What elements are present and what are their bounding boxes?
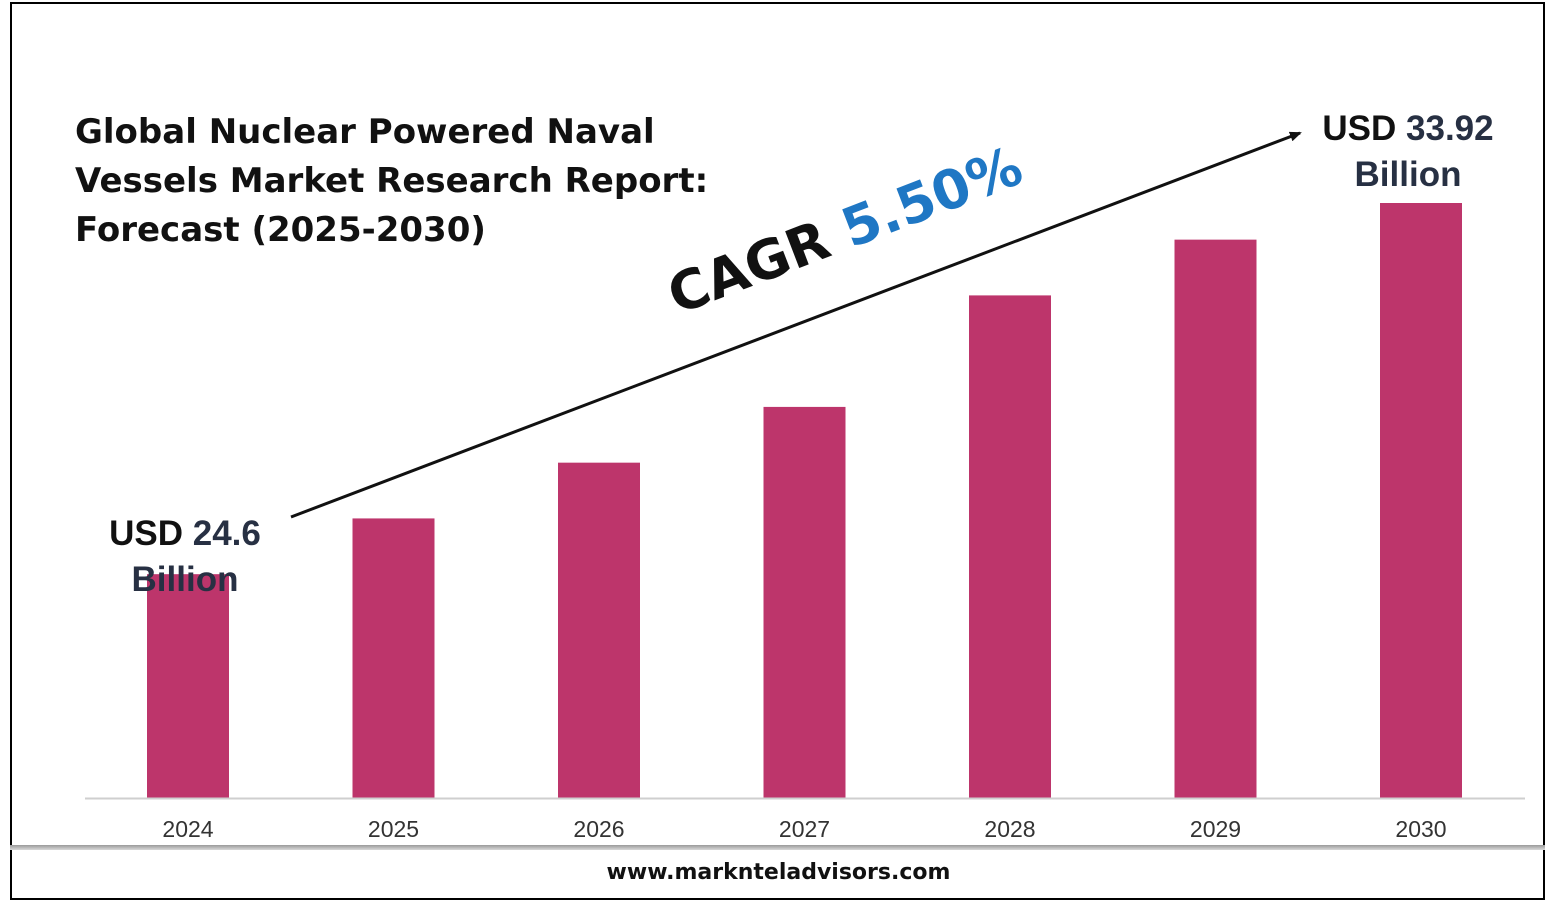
- bar-2030: [1380, 203, 1462, 798]
- title-line-2: Vessels Market Research Report:: [75, 161, 709, 201]
- x-tick-2027: 2027: [779, 816, 830, 842]
- x-tick-2025: 2025: [368, 816, 419, 842]
- start-unit: Billion: [131, 560, 239, 599]
- x-tick-2030: 2030: [1395, 816, 1446, 842]
- bar-2026: [558, 462, 640, 798]
- x-tick-2029: 2029: [1190, 816, 1241, 842]
- bar-2025: [352, 518, 435, 798]
- end-value-label: USD 33.92 Billion: [1308, 106, 1508, 198]
- end-unit: Billion: [1354, 155, 1462, 194]
- bar-2027: [763, 406, 846, 798]
- footer-website: www.marknteladvisors.com: [606, 860, 951, 885]
- end-amount: 33.92: [1406, 109, 1494, 148]
- bar-group: [147, 203, 1462, 798]
- title-line-1: Global Nuclear Powered Naval: [75, 112, 655, 152]
- x-tick-2028: 2028: [984, 816, 1035, 842]
- x-tick-labels: 2024 2025 2026 2027 2028 2029 2030: [162, 816, 1446, 842]
- chart-title: Global Nuclear Powered Naval Vessels Mar…: [75, 108, 775, 255]
- start-value-label: USD 24.6 Billion: [95, 511, 275, 603]
- start-amount: 24.6: [192, 514, 261, 553]
- end-usd: USD: [1322, 109, 1397, 148]
- bar-2024: [147, 574, 229, 798]
- x-tick-2026: 2026: [573, 816, 624, 842]
- footer-divider: [10, 845, 1545, 850]
- start-usd: USD: [109, 514, 184, 553]
- bar-2029: [1174, 239, 1257, 798]
- growth-arrow: [290, 131, 1302, 519]
- title-line-3: Forecast (2025-2030): [75, 210, 486, 250]
- x-tick-2024: 2024: [162, 816, 213, 842]
- bar-2028: [969, 295, 1051, 798]
